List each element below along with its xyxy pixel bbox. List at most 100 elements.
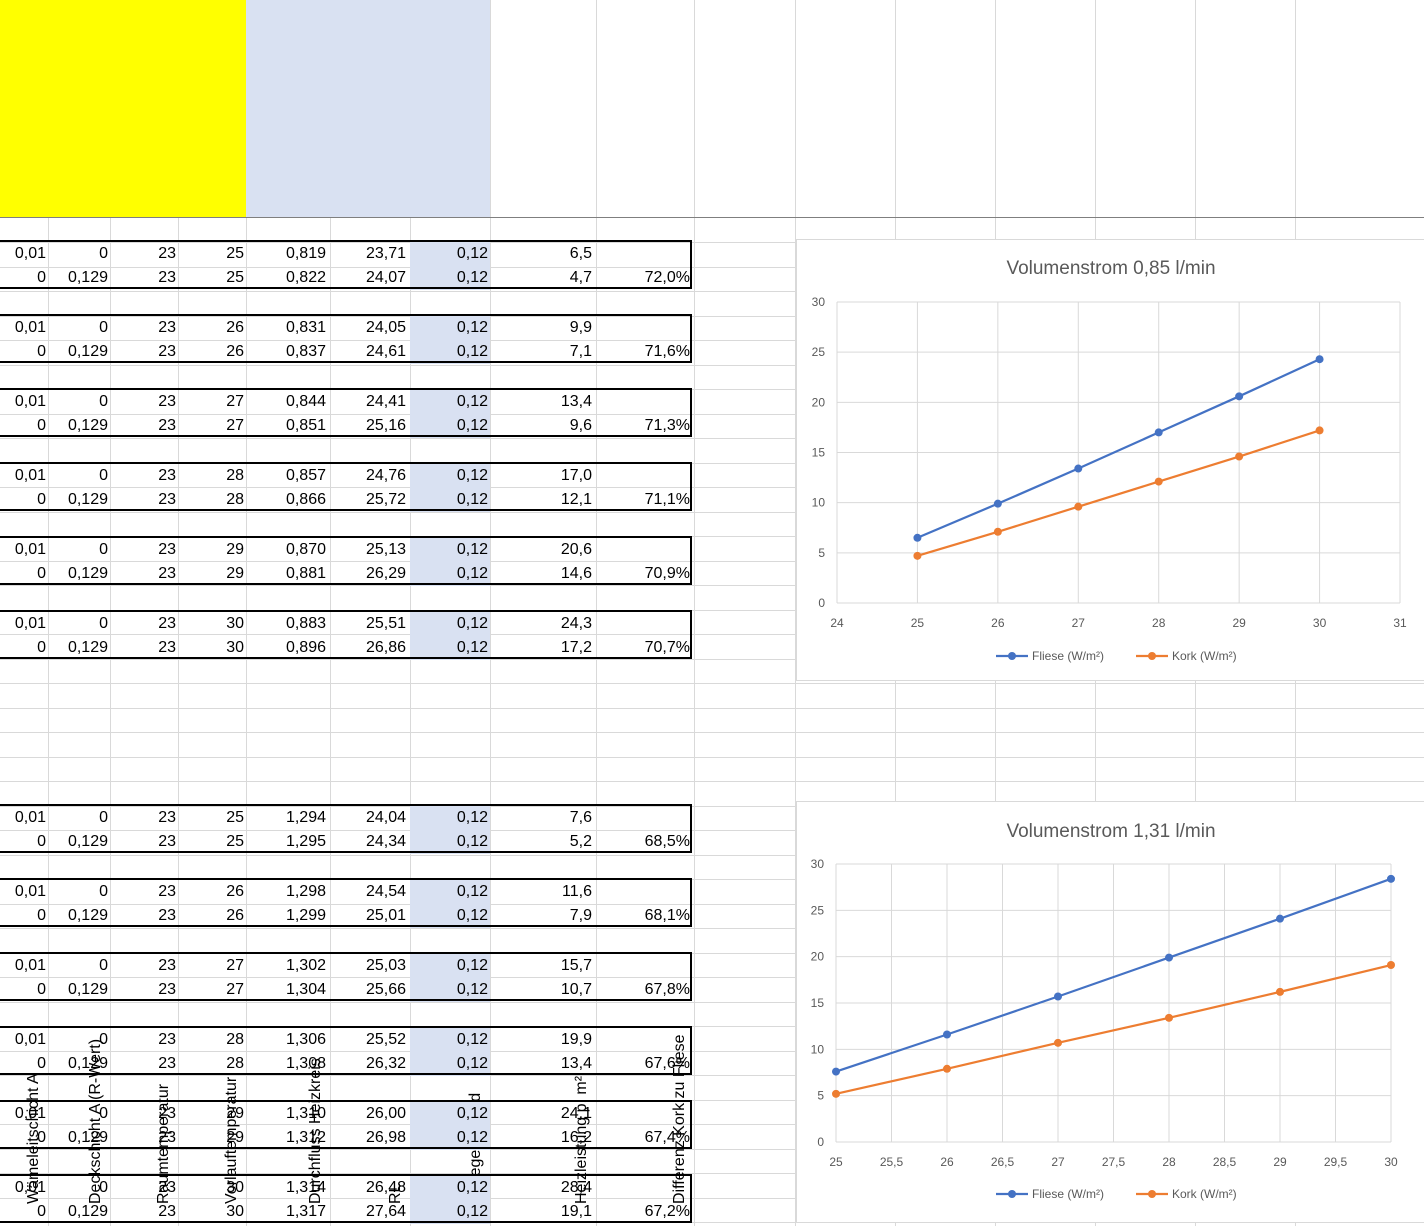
chart-volumenstrom-131[interactable]: Volumenstrom 1,31 l/min 0 5 10 15 20 25 30 25 25,…: [796, 801, 1424, 1223]
table-cell[interactable]: 25,16: [365, 417, 406, 434]
table-cell[interactable]: 0: [99, 615, 108, 632]
table-cell[interactable]: 0,129: [67, 343, 108, 360]
table-cell[interactable]: 0,01: [14, 393, 46, 410]
table-cell[interactable]: 0,129: [67, 1055, 108, 1072]
table-cell[interactable]: 26: [226, 907, 244, 924]
table-cell[interactable]: 0: [99, 319, 108, 336]
table-cell[interactable]: 0,12: [456, 809, 488, 826]
table-cell[interactable]: 0: [99, 393, 108, 410]
table-cell[interactable]: 26,00: [365, 1105, 406, 1122]
table-cell[interactable]: 30: [226, 1179, 244, 1196]
table-cell[interactable]: 0,12: [456, 883, 488, 900]
table-cell[interactable]: 67,8%: [644, 981, 690, 998]
table-cell[interactable]: 0,870: [285, 541, 326, 558]
table-cell[interactable]: 24,34: [365, 833, 406, 850]
table-cell[interactable]: 0,819: [285, 245, 326, 262]
table-cell[interactable]: 0: [37, 1055, 46, 1072]
table-cell[interactable]: 23: [158, 467, 176, 484]
table-cell[interactable]: 24,41: [365, 393, 406, 410]
table-cell[interactable]: 0: [99, 541, 108, 558]
table-cell[interactable]: 25,13: [365, 541, 406, 558]
table-cell[interactable]: 26,86: [365, 639, 406, 656]
table-cell[interactable]: 14,6: [560, 565, 592, 582]
table-cell[interactable]: 68,5%: [644, 833, 690, 850]
table-cell[interactable]: 0,129: [67, 981, 108, 998]
table-cell[interactable]: 0: [99, 883, 108, 900]
table-cell[interactable]: 0,12: [456, 981, 488, 998]
table-cell[interactable]: 0: [37, 565, 46, 582]
table-cell[interactable]: 25,52: [365, 1031, 406, 1048]
table-cell[interactable]: 23: [158, 1031, 176, 1048]
table-cell[interactable]: 0,822: [285, 269, 326, 286]
table-cell[interactable]: 24,76: [365, 467, 406, 484]
table-cell[interactable]: 0,12: [456, 417, 488, 434]
table-cell[interactable]: 9,6: [569, 417, 592, 434]
table-cell[interactable]: 24,54: [365, 883, 406, 900]
table-cell[interactable]: 23: [158, 833, 176, 850]
table-cell[interactable]: 0: [37, 639, 46, 656]
table-cell[interactable]: 27: [226, 393, 244, 410]
table-cell[interactable]: 25,66: [365, 981, 406, 998]
table-cell[interactable]: 1,312: [285, 1129, 326, 1146]
table-cell[interactable]: 1,295: [285, 833, 326, 850]
table-cell[interactable]: 23: [158, 1105, 176, 1122]
table-cell[interactable]: 25: [226, 245, 244, 262]
table-cell[interactable]: 0,881: [285, 565, 326, 582]
table-cell[interactable]: 25: [226, 833, 244, 850]
table-cell[interactable]: 25,01: [365, 907, 406, 924]
table-cell[interactable]: 26: [226, 883, 244, 900]
table-cell[interactable]: 27: [226, 957, 244, 974]
table-cell[interactable]: 26,29: [365, 565, 406, 582]
table-cell[interactable]: 71,3%: [644, 417, 690, 434]
table-cell[interactable]: 23: [158, 491, 176, 508]
table-cell[interactable]: 30: [226, 1203, 244, 1220]
table-cell[interactable]: 17,0: [560, 467, 592, 484]
table-cell[interactable]: 1,298: [285, 883, 326, 900]
table-cell[interactable]: 0,851: [285, 417, 326, 434]
table-cell[interactable]: 0,01: [14, 1179, 46, 1196]
table-cell[interactable]: 0,12: [456, 269, 488, 286]
table-cell[interactable]: 0: [37, 907, 46, 924]
table-cell[interactable]: 0: [37, 833, 46, 850]
table-cell[interactable]: 0,844: [285, 393, 326, 410]
table-cell[interactable]: 23: [158, 981, 176, 998]
chart-volumenstrom-085[interactable]: Volumenstrom 0,85 l/min 0 5 10 15 20 25 30 24 25 2…: [796, 239, 1424, 681]
table-cell[interactable]: 0,01: [14, 957, 46, 974]
table-cell[interactable]: 0,129: [67, 417, 108, 434]
table-cell[interactable]: 1,310: [285, 1105, 326, 1122]
table-cell[interactable]: 29: [226, 1105, 244, 1122]
table-cell[interactable]: 0,857: [285, 467, 326, 484]
table-cell[interactable]: 24,04: [365, 809, 406, 826]
table-cell[interactable]: 28: [226, 491, 244, 508]
table-cell[interactable]: 0,129: [67, 491, 108, 508]
table-cell[interactable]: 4,7: [569, 269, 592, 286]
table-cell[interactable]: 24,1: [560, 1105, 592, 1122]
table-cell[interactable]: 0: [37, 269, 46, 286]
table-cell[interactable]: 11,6: [562, 883, 592, 900]
table-cell[interactable]: 0: [37, 343, 46, 360]
table-cell[interactable]: 6,5: [569, 245, 592, 262]
table-cell[interactable]: 24,05: [365, 319, 406, 336]
table-cell[interactable]: 0,129: [67, 1129, 108, 1146]
table-cell[interactable]: 28: [226, 467, 244, 484]
table-cell[interactable]: 0,12: [456, 467, 488, 484]
table-cell[interactable]: 0,01: [14, 467, 46, 484]
table-cell[interactable]: 0: [99, 1105, 108, 1122]
table-cell[interactable]: 0: [99, 957, 108, 974]
table-cell[interactable]: 23: [158, 907, 176, 924]
table-cell[interactable]: 0,12: [456, 491, 488, 508]
table-cell[interactable]: 0: [37, 1203, 46, 1220]
table-cell[interactable]: 27: [226, 417, 244, 434]
table-cell[interactable]: 12,1: [560, 491, 592, 508]
table-cell[interactable]: 25,51: [365, 615, 406, 632]
table-cell[interactable]: 29: [226, 541, 244, 558]
table-cell[interactable]: 23: [158, 565, 176, 582]
table-cell[interactable]: 24,07: [365, 269, 406, 286]
table-cell[interactable]: 26,32: [365, 1055, 406, 1072]
table-cell[interactable]: 0,01: [14, 883, 46, 900]
table-cell[interactable]: 71,1%: [644, 491, 690, 508]
table-cell[interactable]: 23: [158, 343, 176, 360]
table-cell[interactable]: 23: [158, 1203, 176, 1220]
table-cell[interactable]: 23: [158, 393, 176, 410]
table-cell[interactable]: 0: [99, 1179, 108, 1196]
